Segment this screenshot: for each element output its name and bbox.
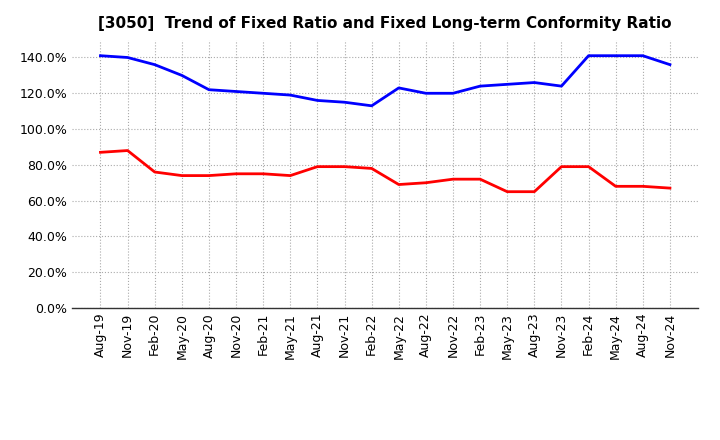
Fixed Ratio bbox=[557, 84, 566, 89]
Fixed Long-term Conformity Ratio bbox=[611, 183, 620, 189]
Fixed Long-term Conformity Ratio bbox=[367, 166, 376, 171]
Fixed Ratio bbox=[530, 80, 539, 85]
Fixed Long-term Conformity Ratio bbox=[150, 169, 159, 175]
Fixed Long-term Conformity Ratio bbox=[178, 173, 186, 178]
Fixed Ratio bbox=[286, 92, 294, 98]
Fixed Long-term Conformity Ratio bbox=[204, 173, 213, 178]
Fixed Ratio bbox=[639, 53, 647, 59]
Line: Fixed Ratio: Fixed Ratio bbox=[101, 56, 670, 106]
Fixed Long-term Conformity Ratio bbox=[313, 164, 322, 169]
Fixed Long-term Conformity Ratio bbox=[449, 176, 457, 182]
Fixed Long-term Conformity Ratio bbox=[123, 148, 132, 153]
Fixed Ratio bbox=[178, 73, 186, 78]
Fixed Ratio bbox=[313, 98, 322, 103]
Fixed Long-term Conformity Ratio bbox=[503, 189, 511, 194]
Fixed Long-term Conformity Ratio bbox=[665, 186, 674, 191]
Fixed Ratio bbox=[259, 91, 268, 96]
Fixed Ratio bbox=[421, 91, 430, 96]
Fixed Long-term Conformity Ratio bbox=[530, 189, 539, 194]
Fixed Ratio bbox=[476, 84, 485, 89]
Fixed Long-term Conformity Ratio bbox=[395, 182, 403, 187]
Fixed Ratio bbox=[96, 53, 105, 59]
Fixed Ratio bbox=[232, 89, 240, 94]
Fixed Long-term Conformity Ratio bbox=[232, 171, 240, 176]
Fixed Long-term Conformity Ratio bbox=[341, 164, 349, 169]
Fixed Long-term Conformity Ratio bbox=[259, 171, 268, 176]
Title: [3050]  Trend of Fixed Ratio and Fixed Long-term Conformity Ratio: [3050] Trend of Fixed Ratio and Fixed Lo… bbox=[99, 16, 672, 32]
Fixed Ratio bbox=[665, 62, 674, 67]
Fixed Long-term Conformity Ratio bbox=[96, 150, 105, 155]
Fixed Long-term Conformity Ratio bbox=[286, 173, 294, 178]
Fixed Ratio bbox=[395, 85, 403, 91]
Fixed Ratio bbox=[503, 82, 511, 87]
Fixed Ratio bbox=[341, 99, 349, 105]
Fixed Ratio bbox=[449, 91, 457, 96]
Fixed Long-term Conformity Ratio bbox=[557, 164, 566, 169]
Fixed Ratio bbox=[367, 103, 376, 108]
Fixed Ratio bbox=[204, 87, 213, 92]
Fixed Long-term Conformity Ratio bbox=[584, 164, 593, 169]
Fixed Long-term Conformity Ratio bbox=[421, 180, 430, 185]
Fixed Long-term Conformity Ratio bbox=[639, 183, 647, 189]
Line: Fixed Long-term Conformity Ratio: Fixed Long-term Conformity Ratio bbox=[101, 150, 670, 192]
Fixed Ratio bbox=[150, 62, 159, 67]
Fixed Ratio bbox=[584, 53, 593, 59]
Fixed Long-term Conformity Ratio bbox=[476, 176, 485, 182]
Fixed Ratio bbox=[611, 53, 620, 59]
Fixed Ratio bbox=[123, 55, 132, 60]
